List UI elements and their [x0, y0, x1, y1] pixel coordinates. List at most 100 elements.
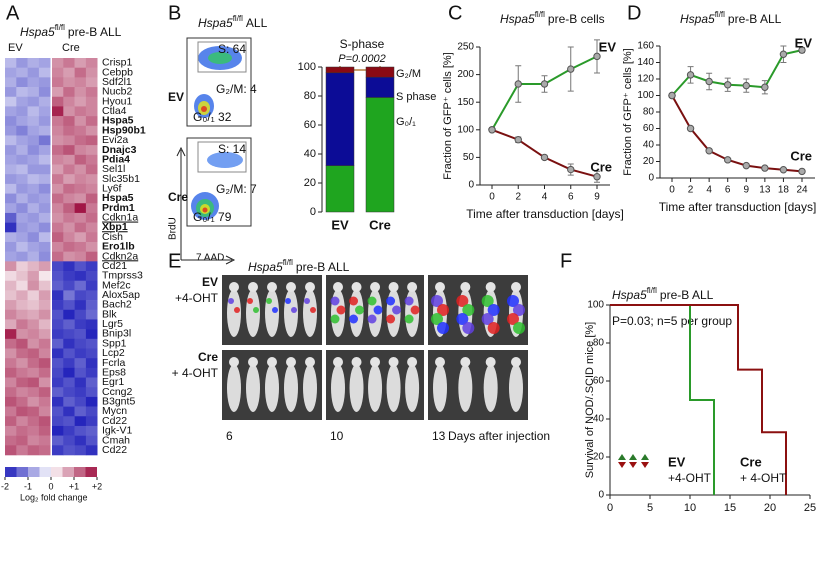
- mouse: [227, 364, 241, 412]
- mouse-head: [305, 357, 315, 367]
- panel-label: D: [627, 2, 641, 24]
- mouse: [284, 289, 298, 337]
- x-tick-label: 0: [489, 192, 495, 203]
- mouse-head: [286, 357, 296, 367]
- heat-cell: [38, 280, 51, 291]
- heat-cell: [5, 96, 17, 107]
- mouse: [458, 364, 473, 412]
- heat-cell: [63, 290, 75, 301]
- bar-segment: [325, 66, 355, 74]
- heat-cell: [38, 96, 51, 107]
- condition-label: EV: [168, 90, 184, 104]
- mouse-head: [388, 357, 399, 367]
- heat-cell: [5, 319, 17, 330]
- heat-cell: [85, 416, 98, 427]
- title-gene: Hspa5: [680, 12, 715, 26]
- point: [488, 126, 496, 134]
- heat-cell: [27, 358, 40, 369]
- luminescence: [349, 314, 359, 324]
- heat-cell: [27, 387, 40, 398]
- heat-cell: [27, 338, 40, 349]
- heat-cell: [27, 406, 40, 417]
- heat-cell: [85, 271, 98, 282]
- heat-cell: [5, 406, 17, 417]
- luminescence: [410, 305, 420, 315]
- heat-cell: [16, 271, 28, 282]
- heat-cell: [16, 135, 28, 146]
- title: Hspa5fl/fl pre-B ALL: [612, 286, 714, 302]
- heat-cell: [27, 280, 40, 291]
- heat-cell: [5, 87, 17, 98]
- heat-cell: [16, 183, 28, 194]
- gene-label: Hsp90b1: [102, 124, 146, 136]
- gene-label: Egr1: [102, 376, 124, 388]
- heat-cell: [85, 154, 98, 165]
- heat-cell: [52, 309, 64, 320]
- mouse: [227, 289, 241, 337]
- heat-cell: [52, 77, 64, 88]
- heat-cell: [63, 154, 75, 165]
- mouse: [246, 289, 260, 337]
- flow-x-label: 7 AAD: [196, 253, 224, 264]
- heat-cell: [52, 154, 64, 165]
- title-rest: pre-B ALL: [660, 288, 714, 302]
- gene-label: Igk-V1: [102, 425, 133, 437]
- heat-cell: [27, 125, 40, 136]
- mouse-head: [333, 357, 343, 367]
- gene-label: Cmah: [102, 434, 130, 446]
- title-rest: ALL: [246, 16, 268, 30]
- heat-cell: [52, 416, 64, 427]
- x-tick-label: EV: [331, 217, 349, 232]
- heat-cell: [63, 164, 75, 175]
- heat-cell: [74, 309, 87, 320]
- x-tick-label: 5: [647, 502, 653, 514]
- gene-label: Hyou1: [102, 95, 133, 107]
- heat-cell: [52, 145, 64, 156]
- heat-cell: [5, 116, 17, 127]
- luminescence: [507, 295, 519, 307]
- heat-cell: [85, 367, 98, 378]
- series-label: EV: [795, 35, 813, 50]
- heat-cell: [52, 300, 64, 311]
- heat-cell: [5, 396, 17, 407]
- heat-cell: [38, 416, 51, 427]
- heat-cell: [74, 377, 87, 388]
- gene-label: Eps8: [102, 366, 126, 378]
- title-rest: pre-B ALL: [296, 260, 350, 274]
- x-tick-label: 18: [778, 185, 790, 196]
- heat-cell: [85, 193, 98, 204]
- heat-cell: [5, 135, 17, 146]
- heat-cell: [5, 338, 17, 349]
- mouse-head: [388, 282, 399, 292]
- point: [742, 81, 750, 90]
- heat-cell: [38, 387, 51, 398]
- y-tick-label: 0: [648, 173, 654, 184]
- x-axis-label: Time after transduction [days]: [659, 200, 817, 214]
- gene-label: Bach2: [102, 299, 132, 311]
- y-tick-label: 60: [593, 376, 605, 387]
- heat-cell: [74, 416, 87, 427]
- heat-cell: [63, 300, 75, 311]
- luminescence: [404, 314, 414, 324]
- heat-cell: [52, 222, 64, 233]
- heat-cell: [85, 164, 98, 175]
- heat-cell: [38, 212, 51, 223]
- heat-cell: [74, 87, 87, 98]
- bar-segment: [365, 97, 395, 213]
- heat-cell: [74, 387, 87, 398]
- survival-step: [610, 304, 787, 495]
- heat-cell: [38, 348, 51, 359]
- heat-cell: [85, 96, 98, 107]
- heat-cell: [27, 193, 40, 204]
- gene-label: Bnip3l: [102, 328, 131, 340]
- colorbar-swatch: [74, 467, 86, 477]
- condition-label: Cre: [198, 350, 218, 364]
- heat-cell: [74, 338, 87, 349]
- heat-cell: [5, 154, 17, 165]
- y-tick-label: 0: [310, 206, 316, 218]
- heat-cell: [38, 154, 51, 165]
- luminescence: [392, 305, 402, 315]
- heat-cell: [74, 261, 87, 272]
- heat-cell: [85, 232, 98, 243]
- heat-cell: [85, 203, 98, 214]
